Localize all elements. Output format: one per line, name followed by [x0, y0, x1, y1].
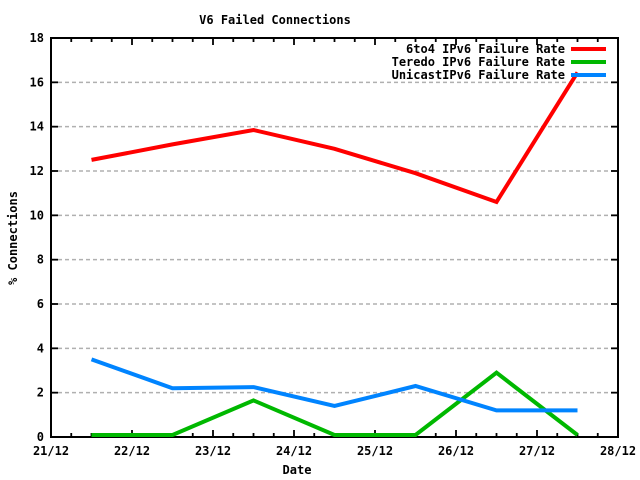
y-tick-label: 6: [37, 297, 44, 311]
x-tick-label: 21/12: [33, 444, 69, 458]
series-line-6to4-ipv6-failure-rate: [91, 71, 580, 205]
x-tick-label: 24/12: [276, 444, 312, 458]
y-tick-label: 14: [30, 120, 44, 134]
series-line-unicastipv6-failure-rate: [90, 357, 578, 413]
legend-label: UnicastIPv6 Failure Rate: [392, 68, 565, 82]
x-tick-label: 26/12: [438, 444, 474, 458]
y-tick-label: 8: [37, 253, 44, 267]
gridlines: [51, 81, 618, 394]
x-axis-label: Date: [283, 463, 312, 477]
series-lines: [90, 71, 580, 437]
series-line-teredo-ipv6-failure-rate: [91, 370, 579, 437]
legend-entry: UnicastIPv6 Failure Rate: [392, 68, 606, 82]
legend-entry: Teredo IPv6 Failure Rate: [392, 55, 606, 69]
y-tick-label: 16: [30, 75, 44, 89]
x-tick-label: 28/12: [600, 444, 636, 458]
y-axis-label: % Connections: [6, 191, 20, 285]
x-tick-labels: 21/12 22/12 23/12 24/12 25/12 26/12 27/12 28/12: [33, 444, 636, 458]
y-tick-label: 10: [30, 208, 44, 222]
y-tick-label: 18: [30, 31, 44, 45]
legend-label: 6to4 IPv6 Failure Rate: [406, 42, 565, 56]
x-tick-label: 22/12: [114, 444, 150, 458]
x-tick-label: 25/12: [357, 444, 393, 458]
x-tick-label: 23/12: [195, 444, 231, 458]
y-tick-label: 4: [37, 341, 44, 355]
y-tick-labels: 0 2 4 6 8 10 12 14 16 18: [30, 31, 44, 444]
chart-title: V6 Failed Connections: [199, 13, 351, 27]
legend-label: Teredo IPv6 Failure Rate: [392, 55, 565, 69]
y-tick-label: 0: [37, 430, 44, 444]
x-tick-label: 27/12: [519, 444, 555, 458]
y-tick-label: 2: [37, 386, 44, 400]
legend-entry: 6to4 IPv6 Failure Rate: [406, 42, 606, 56]
y-tick-label: 12: [30, 164, 44, 178]
